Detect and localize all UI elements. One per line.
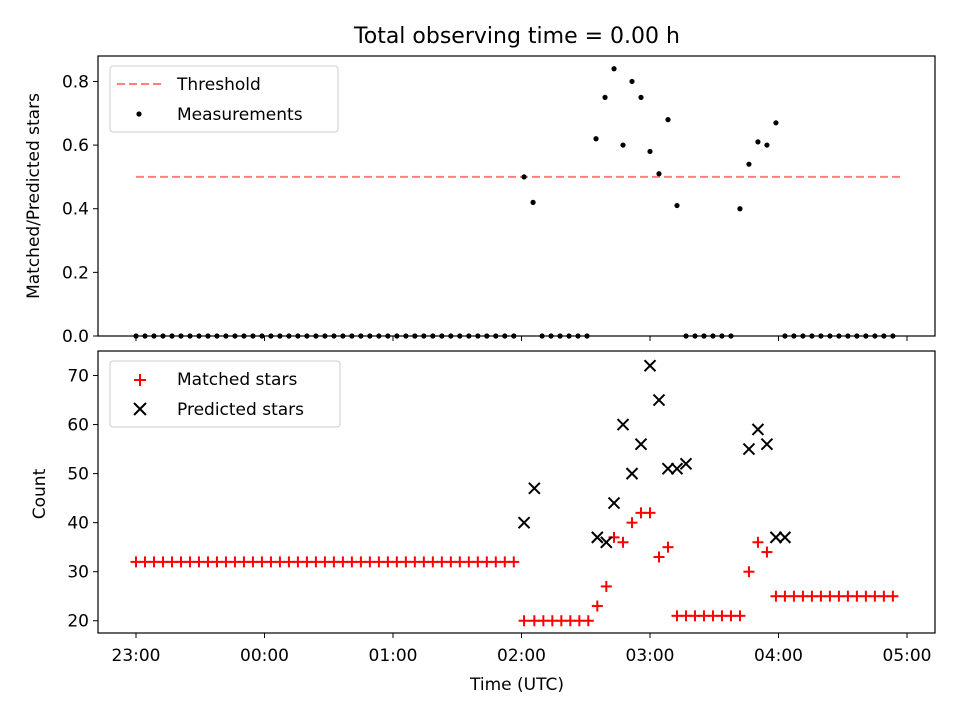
bottom-x-tick-label: 02:00 bbox=[497, 646, 546, 666]
bottom-legend-box bbox=[109, 360, 341, 428]
matched-star-point bbox=[662, 541, 674, 553]
bottom-plot-marks bbox=[130, 359, 899, 627]
matched-star-point bbox=[626, 517, 638, 529]
matched-star-point bbox=[653, 551, 665, 563]
bottom-y-tick-label: 50 bbox=[67, 465, 89, 485]
measurement-point bbox=[638, 94, 644, 100]
predicted-star-point bbox=[643, 359, 657, 372]
top-y-tick-label: 0.4 bbox=[62, 200, 89, 220]
bottom-x-tick-label: 03:00 bbox=[626, 646, 675, 666]
chart-title: Total observing time = 0.00 h bbox=[353, 24, 680, 49]
predicted-star-point bbox=[769, 531, 783, 544]
predicted-star-point bbox=[528, 482, 541, 495]
bottom-y-tick-label: 70 bbox=[67, 367, 89, 387]
measurements-legend-swatch bbox=[136, 111, 142, 117]
predicted-star-point bbox=[778, 531, 792, 544]
measurement-point bbox=[521, 174, 527, 180]
predicted-star-point bbox=[607, 496, 621, 510]
measurement-point bbox=[602, 94, 608, 100]
bottom-y-tick-label: 30 bbox=[67, 563, 89, 583]
measurement-point bbox=[620, 142, 626, 148]
top-y-tick-label: 0.0 bbox=[62, 327, 89, 347]
top-y-tick-label: 0.2 bbox=[62, 263, 89, 283]
measurement-point bbox=[764, 142, 770, 148]
top-y-axis-label: Matched/Predicted stars bbox=[24, 93, 44, 299]
matched-star-point bbox=[582, 615, 594, 627]
bottom-axis-ticks: 20 30 40 50 60 70 23:00 00:00 01:00 02:00 03:00 04:… bbox=[67, 367, 931, 666]
top-plot-frame bbox=[97, 55, 936, 337]
measurement-point bbox=[665, 117, 671, 123]
predicted-star-point bbox=[517, 516, 531, 529]
predicted-star-point bbox=[625, 467, 639, 480]
matched-star-point bbox=[600, 580, 612, 592]
matched-star-point bbox=[734, 610, 746, 622]
matched-star-point bbox=[617, 536, 629, 548]
predicted-star-point bbox=[742, 442, 756, 456]
measurement-point bbox=[674, 202, 680, 209]
bottom-y-tick-label: 40 bbox=[67, 514, 89, 534]
predicted-legend-label: Predicted stars bbox=[177, 400, 304, 420]
predicted-star-point bbox=[751, 423, 765, 436]
predicted-star-point bbox=[760, 437, 774, 451]
top-y-tick-label: 0.6 bbox=[62, 136, 89, 156]
top-legend: Threshold Measurements bbox=[109, 65, 339, 133]
predicted-star-point bbox=[600, 536, 613, 549]
measurements-legend-label: Measurements bbox=[177, 105, 303, 125]
bottom-y-axis-label: Count bbox=[30, 468, 50, 519]
measurement-point bbox=[629, 78, 635, 85]
predicted-star-point bbox=[634, 437, 648, 451]
predicted-star-point bbox=[679, 457, 693, 471]
measurement-point bbox=[647, 148, 653, 155]
bottom-x-tick-label: 23:00 bbox=[112, 646, 161, 666]
predicted-star-point bbox=[591, 531, 604, 544]
measurement-point bbox=[746, 161, 752, 167]
matched-star-point bbox=[887, 590, 899, 602]
top-axis-ticks: 0.0 0.2 0.4 0.6 0.8 bbox=[62, 72, 908, 347]
predicted-legend-swatch bbox=[133, 402, 147, 416]
predicted-star-point bbox=[652, 393, 666, 407]
matched-star-point bbox=[518, 615, 530, 627]
measurement-point bbox=[530, 199, 536, 205]
matched-star-point bbox=[508, 556, 520, 568]
bottom-x-tick-label: 04:00 bbox=[754, 646, 803, 666]
matched-legend-label: Matched stars bbox=[177, 370, 297, 390]
matched-star-point bbox=[591, 600, 603, 612]
bottom-y-tick-label: 60 bbox=[67, 416, 89, 436]
bottom-plot-frame bbox=[97, 350, 936, 634]
matched-legend-swatch bbox=[134, 374, 146, 386]
predicted-star-point bbox=[670, 462, 684, 475]
bottom-y-tick-label: 20 bbox=[67, 612, 89, 632]
predicted-star-point bbox=[616, 418, 630, 431]
bottom-x-tick-label: 01:00 bbox=[369, 646, 418, 666]
top-y-tick-label: 0.8 bbox=[62, 72, 89, 92]
matched-star-point bbox=[743, 566, 755, 578]
measurement-point bbox=[611, 66, 617, 72]
matched-star-point bbox=[752, 536, 764, 548]
matched-star-point bbox=[761, 546, 773, 558]
measurement-point bbox=[737, 206, 743, 212]
x-axis-label: Time (UTC) bbox=[469, 675, 564, 695]
measurement-point bbox=[656, 171, 662, 177]
measurement-point bbox=[773, 120, 779, 126]
bottom-legend: Matched stars Predicted stars bbox=[109, 360, 341, 428]
measurement-point bbox=[593, 136, 599, 142]
predicted-star-point bbox=[661, 462, 675, 475]
top-plot-marks bbox=[133, 66, 901, 339]
bottom-x-tick-label: 00:00 bbox=[240, 646, 289, 666]
bottom-x-tick-label: 05:00 bbox=[883, 646, 932, 666]
matched-star-point bbox=[644, 507, 656, 519]
threshold-legend-label: Threshold bbox=[176, 75, 261, 95]
top-legend-box bbox=[109, 65, 339, 133]
measurement-point bbox=[755, 139, 761, 145]
